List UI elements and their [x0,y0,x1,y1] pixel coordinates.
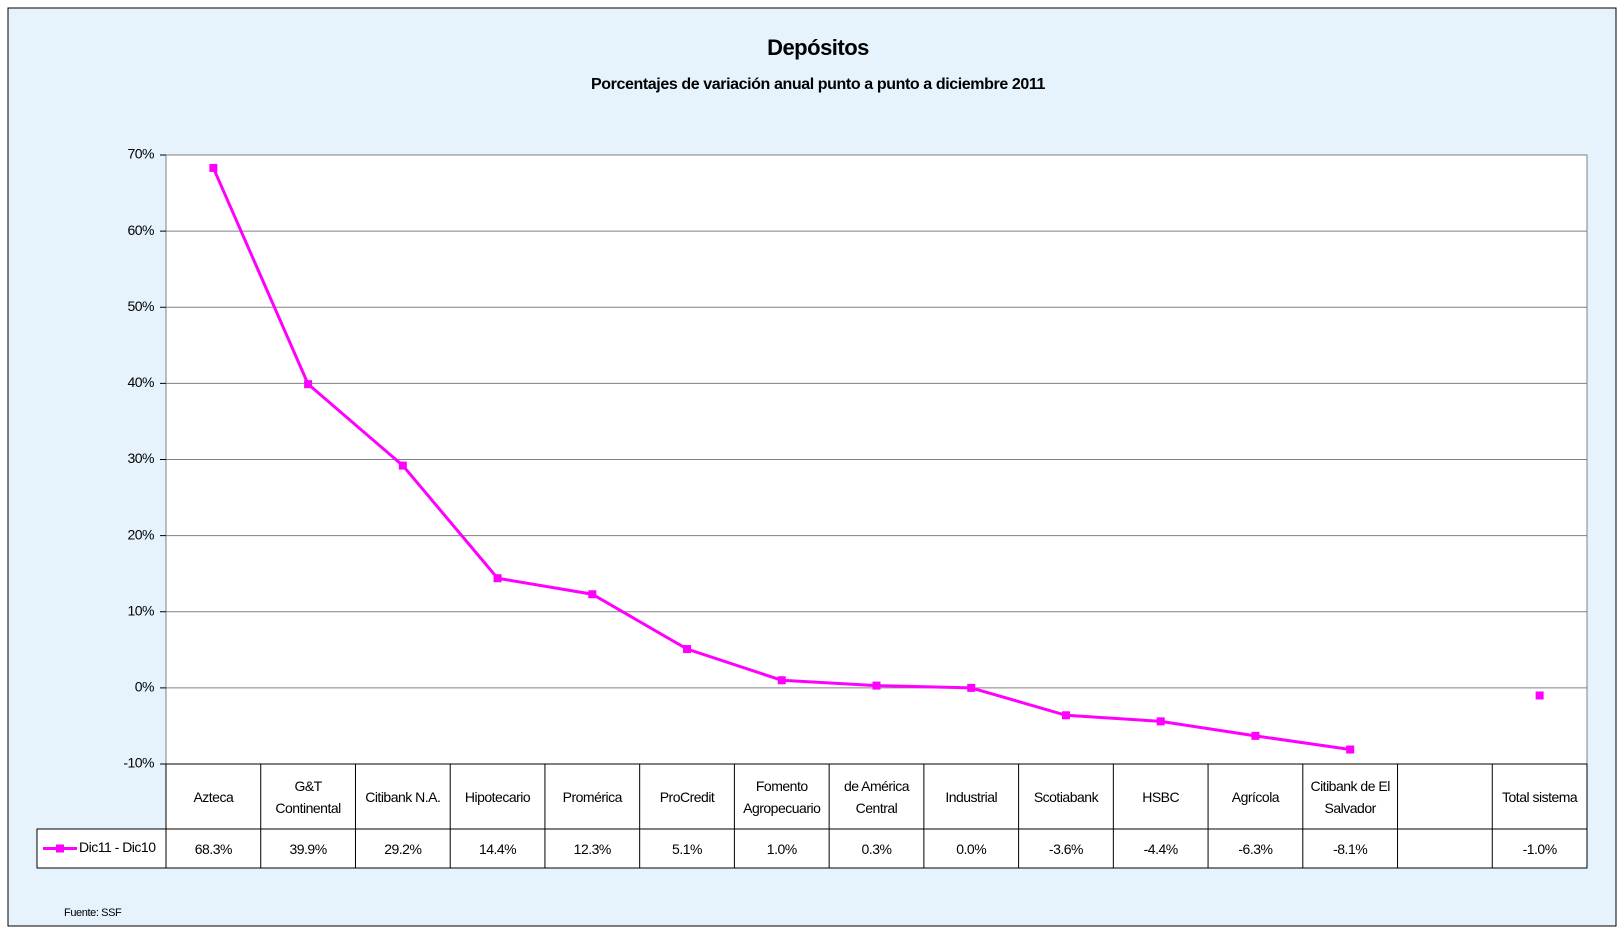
category-label-box: ProCredit [659,788,715,805]
value-label-box: -6.3% [1238,840,1273,857]
value-label-box: -3.6% [1048,840,1084,857]
y-tick-label: 30% [127,450,154,466]
category-label-box: Citibank N.A. [365,788,441,805]
value-label-box: 14.4% [478,840,517,857]
value-label-box: 5.1% [672,840,702,857]
point-marker [967,683,976,692]
chart-title: Depósitos [767,35,869,60]
point-marker [683,645,692,654]
value-label-box: 0.3% [861,840,892,857]
legend-marker [56,844,64,853]
value-label: -6.3% [1238,840,1273,857]
point-marker [1061,711,1070,720]
category-label-box: Azteca [193,788,234,805]
y-tick-label: 20% [127,526,154,542]
category-label-box: Total sistema [1502,788,1578,805]
value-label-box: 12.3% [573,840,612,857]
y-tick-label: 40% [127,374,154,390]
y-tick-label: 60% [127,222,154,238]
value-label-box: -1.0% [1522,840,1558,857]
value-label: 29.2% [384,840,422,857]
category-label-box: Promérica [562,788,623,805]
legend-label: Dic11 - Dic10 [79,839,156,855]
point-marker [1156,717,1165,726]
category-label [1398,764,1493,829]
table-values [36,828,1588,869]
y-tick-label: -10% [123,755,154,771]
value-label: 0.0% [956,840,987,857]
point-marker [493,574,502,583]
value-label: 14.4% [478,840,517,857]
category-label: Agrícola [1231,788,1280,805]
category-label: Hipotecario [464,788,531,805]
category-label-box: Agrícola [1231,788,1280,805]
value-label: 68.3% [194,840,233,857]
value-label-box: 68.3% [194,840,233,857]
value-label-box: 0.0% [956,840,987,857]
point-marker [1251,731,1260,740]
category-label: Citibank N.A. [365,788,441,805]
category-label-box: Industrial [945,788,998,805]
value-label: 1.0% [766,840,797,857]
value-label: 39.9% [289,840,327,857]
value-label-box: 29.2% [384,840,422,857]
value-label: -4.4% [1143,840,1179,857]
category-label-box: Fomento Agropecuario [743,777,821,816]
category-label: Promérica [562,788,623,805]
value-label-box: -4.4% [1143,840,1179,857]
y-tick-label: 10% [127,602,154,618]
point-marker [1346,745,1355,754]
source-note: Fuente: SSF [64,907,122,919]
category-label: Total sistema [1502,788,1578,805]
point-marker [304,380,313,389]
point-marker [1535,691,1544,700]
value-label-box: -8.1% [1333,840,1368,857]
category-label: HSBC [1142,788,1180,805]
value-label-box: 1.0% [766,840,797,857]
y-tick-label: 70% [127,146,154,162]
value-label: -3.6% [1048,840,1084,857]
category-label: Fomento Agropecuario [743,777,821,816]
y-tick-label: 50% [127,298,154,314]
point-marker [209,163,218,172]
value-label: 0.3% [861,840,892,857]
value-label-box [1398,829,1493,868]
table-categories [165,763,1588,830]
category-label: Scotiabank [1033,788,1099,805]
point-marker [398,461,407,470]
category-label-box: G&T Continental [275,777,341,816]
value-label: 12.3% [573,840,612,857]
point-marker [777,676,786,685]
point-marker [588,590,597,599]
point-marker [872,681,881,690]
category-label-box: HSBC [1142,788,1180,805]
category-label-box [1398,764,1493,829]
chart-subtitle: Porcentajes de variación anual punto a p… [591,76,1045,93]
category-label-box: Hipotecario [464,788,531,805]
category-label: de América Central [843,777,910,816]
value-label [1398,829,1493,868]
category-label-box: Scotiabank [1033,788,1099,805]
category-label-box: de América Central [843,777,910,816]
category-label: Citibank de El Salvador [1310,777,1390,816]
category-label: ProCredit [659,788,715,805]
value-label: -1.0% [1522,840,1558,857]
y-tick-label: 0% [135,679,154,695]
value-label: 5.1% [672,840,702,857]
category-label: Industrial [945,788,998,805]
value-label-box: 39.9% [289,840,327,857]
value-label: -8.1% [1333,840,1368,857]
category-label-box: Citibank de El Salvador [1310,777,1390,816]
category-label: Azteca [193,788,234,805]
category-label: G&T Continental [275,777,341,816]
